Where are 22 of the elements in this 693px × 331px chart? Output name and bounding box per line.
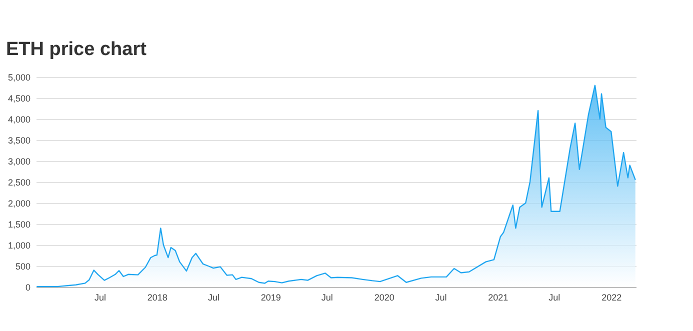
x-tick-label: Jul [435,292,447,302]
y-tick-label: 0 [25,282,30,292]
x-tick-label: Jul [321,292,333,302]
y-tick-label: 5,000 [8,72,30,82]
x-tick-label: Jul [94,292,106,302]
x-tick-label: 2020 [374,292,394,302]
x-tick-label: Jul [548,292,560,302]
y-tick-label: 1,000 [8,240,30,250]
x-tick-label: 2022 [602,292,622,302]
y-tick-label: 3,000 [8,156,30,166]
y-tick-label: 4,500 [8,94,30,104]
y-tick-label: 2,500 [8,178,30,188]
y-tick-label: 500 [15,262,30,272]
x-tick-label: 2019 [260,292,281,302]
y-tick-label: 1,500 [8,220,30,230]
x-tick-label: 2018 [147,292,168,302]
y-tick-label: 4,000 [8,114,30,124]
x-tick-label: 2021 [488,292,508,302]
chart-title: ETH price chart [6,39,148,60]
x-tick-label: Jul [208,292,220,302]
y-tick-label: 3,500 [8,136,30,146]
y-tick-label: 2,000 [8,198,30,208]
